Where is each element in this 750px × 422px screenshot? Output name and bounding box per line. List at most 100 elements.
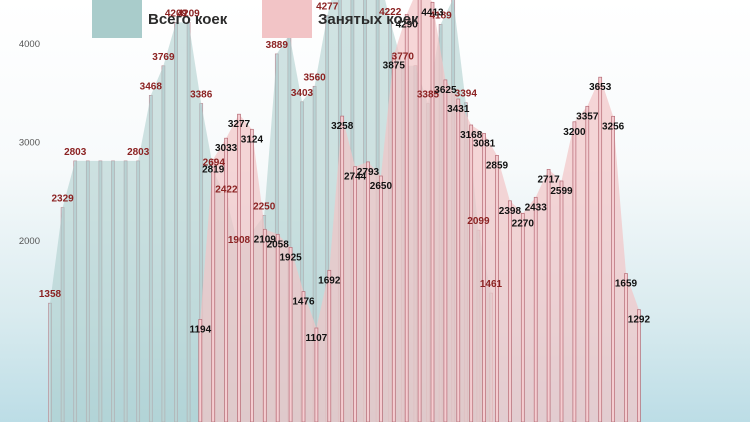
data-label-occupied: 3200 — [563, 127, 586, 138]
bar-occupied — [404, 14, 409, 422]
data-label-occupied: 3124 — [241, 134, 264, 145]
data-label-total: 4209 — [177, 8, 200, 19]
data-label-total: 3770 — [392, 52, 415, 63]
bar-occupied — [211, 158, 216, 422]
data-label-total: 2803 — [64, 147, 87, 158]
bar-occupied — [340, 115, 345, 422]
data-label-occupied: 3625 — [434, 85, 457, 96]
data-label-total: 2329 — [51, 194, 74, 205]
data-label-occupied: 2433 — [525, 202, 548, 213]
bar-occupied — [572, 121, 577, 422]
bar-occupied — [508, 200, 512, 422]
data-label-occupied: 2650 — [370, 181, 393, 192]
data-label-occupied: 1107 — [306, 333, 328, 344]
bar-occupied — [637, 309, 641, 422]
bar-occupied — [585, 105, 590, 422]
data-label-total: 2099 — [467, 216, 490, 227]
legend-total: Всего коек — [92, 0, 227, 38]
data-label-occupied: 3033 — [215, 143, 238, 154]
data-label-total: 3394 — [455, 89, 478, 100]
legend-total-swatch — [92, 0, 142, 38]
data-label-total: 1358 — [39, 289, 62, 300]
bar-occupied — [533, 196, 538, 422]
bar-occupied — [611, 115, 615, 422]
data-label-occupied: 3081 — [473, 139, 496, 150]
legend-total-label: Всего коек — [148, 10, 228, 28]
data-label-occupied: 2270 — [512, 218, 535, 229]
bar-occupied — [288, 247, 293, 422]
data-label-total: 3468 — [140, 81, 163, 92]
data-label-occupied: 4594 — [408, 0, 431, 1]
data-label-total: 2803 — [127, 147, 150, 158]
bar-occupied — [224, 137, 228, 422]
data-label-occupied: 1692 — [318, 275, 341, 286]
legend-occupied-label: Занятых коек — [318, 10, 419, 28]
bar-occupied — [301, 291, 306, 422]
data-label-total: 2250 — [253, 201, 276, 212]
bar-occupied — [379, 175, 383, 422]
bar-occupied — [262, 228, 267, 422]
data-label-occupied: 1194 — [189, 324, 211, 335]
data-label-total: 3403 — [291, 88, 314, 99]
data-label-occupied: 2819 — [202, 164, 225, 175]
y-tick-label: 3000 — [19, 138, 40, 149]
data-label-occupied: 2599 — [550, 186, 573, 197]
data-label-total: 1908 — [228, 235, 251, 246]
data-label-occupied: 2859 — [486, 160, 509, 171]
bar-occupied — [520, 213, 525, 422]
data-label-total: 4222 — [379, 7, 402, 18]
data-label-total: 4189 — [429, 10, 452, 21]
data-label-total: 2422 — [215, 184, 238, 195]
bar-occupied — [495, 155, 499, 422]
data-label-total: 4209 — [165, 8, 188, 19]
data-label-occupied: 3168 — [460, 130, 483, 141]
bar-occupied — [353, 166, 357, 422]
legend-occupied: Занятых коек — [262, 0, 419, 38]
data-label-occupied: 1659 — [615, 279, 638, 290]
data-label-total: 3560 — [303, 72, 326, 83]
data-label-occupied: 2744 — [344, 172, 367, 183]
data-label-occupied: 1476 — [292, 297, 315, 308]
bar-occupied — [482, 133, 486, 422]
bar-occupied — [417, 0, 422, 422]
bar-occupied — [456, 98, 461, 422]
bar-occupied — [546, 169, 551, 422]
data-label-total: 3889 — [266, 40, 289, 51]
data-label-total: 3386 — [190, 90, 213, 101]
data-label-occupied: 3653 — [589, 82, 612, 93]
bar-occupied — [624, 273, 628, 422]
data-label-occupied: 4290 — [396, 19, 419, 30]
data-label-occupied: 3277 — [228, 119, 251, 130]
y-tick-label: 2000 — [19, 236, 40, 247]
data-label-occupied: 3357 — [576, 111, 599, 122]
data-label-total: 4277 — [316, 2, 339, 13]
bar-occupied — [237, 113, 241, 422]
data-label-total: 1461 — [480, 279, 503, 290]
bar-occupied — [314, 327, 319, 422]
data-label-total: 2694 — [203, 158, 226, 169]
bar-occupied — [327, 269, 332, 422]
bar-occupied — [250, 128, 254, 422]
bar-occupied — [559, 180, 564, 422]
data-label-occupied: 1925 — [279, 252, 302, 263]
data-label-occupied: 3258 — [331, 121, 354, 132]
data-label-occupied: 4413 — [421, 7, 444, 18]
data-label-occupied: 3256 — [602, 121, 625, 132]
data-label-occupied: 3875 — [383, 60, 406, 71]
data-label-occupied: 2793 — [357, 167, 380, 178]
bar-occupied — [443, 79, 448, 422]
data-label-occupied: 2058 — [267, 239, 290, 250]
legend-occupied-swatch — [262, 0, 312, 38]
bar-occupied — [391, 54, 396, 422]
y-tick-label: 4000 — [19, 39, 40, 50]
data-label-total: 3769 — [152, 52, 175, 63]
bar-occupied — [469, 124, 474, 422]
data-label-occupied: 3431 — [447, 104, 470, 115]
data-label-total: 3385 — [417, 90, 440, 101]
bar-occupied — [430, 1, 435, 422]
bar-occupied — [366, 161, 370, 422]
data-label-occupied: 2398 — [499, 206, 522, 217]
data-label-occupied: 2109 — [254, 234, 277, 245]
data-label-occupied: 1292 — [628, 315, 651, 326]
